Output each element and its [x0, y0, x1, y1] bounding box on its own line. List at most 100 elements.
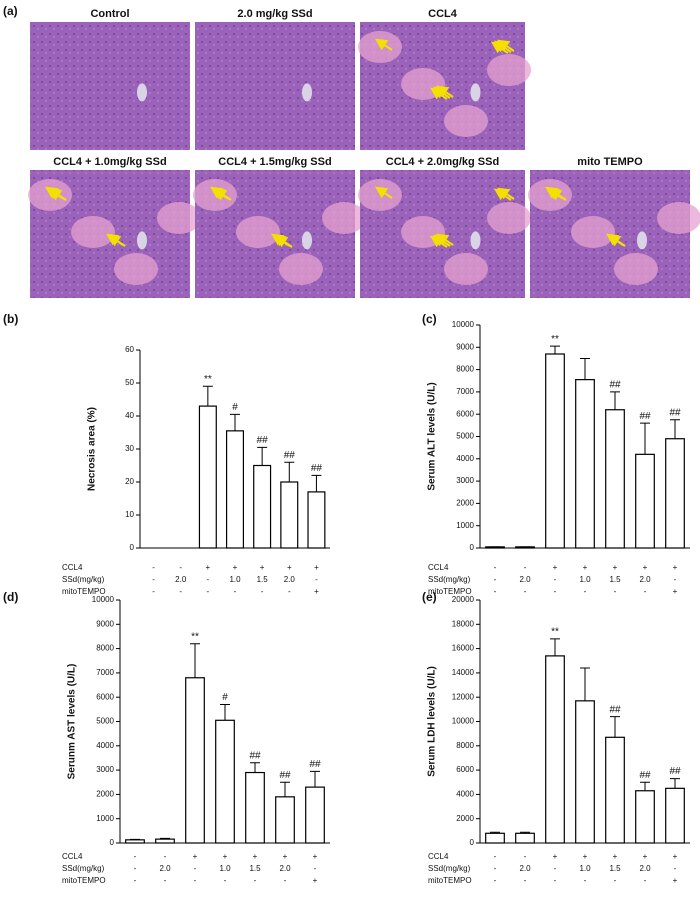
panel-label: (d)	[3, 590, 18, 604]
vessel	[302, 231, 312, 249]
treatment-cell: 1.5	[609, 575, 621, 584]
treatment-cell: +	[613, 852, 618, 861]
significance-label: ##	[669, 766, 681, 777]
treatment-cell: +	[193, 852, 198, 861]
image-caption: CCL4 + 2.0mg/kg SSd	[386, 156, 499, 168]
lesion	[571, 216, 615, 248]
vessel	[637, 231, 647, 249]
treatment-cell: +	[313, 852, 318, 861]
lesion	[279, 253, 323, 285]
treatment-cell: +	[613, 563, 618, 572]
lesion	[358, 31, 402, 63]
y-tick-label: 18000	[452, 619, 475, 628]
y-tick-label: 9000	[456, 342, 474, 351]
treatment-cell: 1.5	[257, 575, 269, 584]
panel-label: (b)	[3, 312, 18, 326]
treatment-row-label: CCL4	[428, 563, 449, 572]
y-tick-label: 0	[110, 838, 115, 847]
y-tick-label: 1000	[456, 521, 474, 530]
y-tick-label: 6000	[456, 765, 474, 774]
treatment-cell: -	[674, 575, 677, 584]
treatment-cell: 2.0	[639, 864, 651, 873]
y-tick-label: 2000	[456, 814, 474, 823]
y-tick-label: 20	[125, 477, 134, 486]
lesion	[358, 179, 402, 211]
error-bar	[310, 771, 320, 787]
treatment-cell: +	[673, 563, 678, 572]
image-caption: 2.0 mg/kg SSd	[237, 8, 312, 20]
panel-label: (c)	[422, 312, 437, 326]
significance-label: ##	[639, 411, 651, 422]
bar	[254, 466, 271, 549]
y-tick-label: 12000	[452, 692, 475, 701]
image-caption: CCL4 + 1.5mg/kg SSd	[218, 156, 331, 168]
lesion	[322, 202, 366, 234]
bar	[606, 737, 625, 843]
treatment-cell: -	[179, 587, 182, 596]
bar	[156, 839, 175, 843]
error-bar	[580, 358, 590, 379]
lesion	[528, 179, 572, 211]
error-bar	[580, 668, 590, 701]
y-tick-label: 4000	[456, 454, 474, 463]
treatment-cell: -	[524, 876, 527, 885]
error-bar	[250, 763, 260, 773]
treatment-cell: 2.0	[175, 575, 187, 584]
treatment-cell: +	[583, 563, 588, 572]
treatment-cell: 1.0	[579, 864, 591, 873]
bar	[546, 354, 565, 548]
bar	[576, 701, 595, 843]
treatment-cell: -	[554, 575, 557, 584]
treatment-cell: +	[553, 852, 558, 861]
y-tick-label: 1000	[96, 814, 114, 823]
bar	[306, 787, 325, 843]
treatment-cell: -	[152, 563, 155, 572]
treatment-cell: -	[644, 587, 647, 596]
image-caption: CCL4 + 1.0mg/kg SSd	[53, 156, 166, 168]
lesion	[193, 179, 237, 211]
bar	[186, 678, 205, 843]
significance-label: #	[232, 402, 238, 413]
treatment-cell: +	[283, 852, 288, 861]
y-tick-label: 20000	[452, 595, 475, 604]
error-bar	[640, 423, 650, 454]
treatment-row-label: SSd(mg/kg)	[62, 575, 105, 584]
significance-label: **	[551, 334, 559, 345]
image-caption: CCL4	[428, 8, 458, 20]
treatment-row-label: SSd(mg/kg)	[62, 864, 105, 873]
treatment-cell: -	[315, 575, 318, 584]
bar	[227, 431, 244, 548]
treatment-cell: 2.0	[284, 575, 296, 584]
treatment-cell: 1.0	[579, 575, 591, 584]
treatment-cell: -	[261, 587, 264, 596]
lesion	[657, 202, 700, 234]
image-caption: mito TEMPO	[577, 156, 643, 168]
treatment-cell: -	[674, 864, 677, 873]
treatment-cell: -	[494, 563, 497, 572]
vessel	[137, 231, 147, 249]
y-tick-label: 2000	[96, 790, 114, 799]
treatment-cell: +	[314, 563, 319, 572]
significance-label: ##	[279, 770, 291, 781]
lesion	[444, 105, 488, 137]
significance-label: #	[222, 692, 228, 703]
y-tick-label: 6000	[96, 692, 114, 701]
treatment-cell: -	[494, 852, 497, 861]
treatment-row-label: CCL4	[62, 852, 83, 861]
bar	[246, 773, 265, 843]
treatment-cell: 2.0	[519, 864, 531, 873]
lesion	[28, 179, 72, 211]
treatment-cell: -	[164, 876, 167, 885]
y-tick-label: 3000	[96, 765, 114, 774]
treatment-cell: +	[643, 852, 648, 861]
panel-label: (a)	[3, 4, 18, 18]
treatment-row-label: SSd(mg/kg)	[428, 864, 471, 873]
treatment-cell: +	[583, 852, 588, 861]
y-tick-label: 10	[125, 510, 134, 519]
y-tick-label: 14000	[452, 668, 475, 677]
bar	[666, 788, 685, 843]
y-tick-label: 50	[125, 378, 134, 387]
vessel	[471, 231, 481, 249]
error-bar	[220, 704, 230, 720]
